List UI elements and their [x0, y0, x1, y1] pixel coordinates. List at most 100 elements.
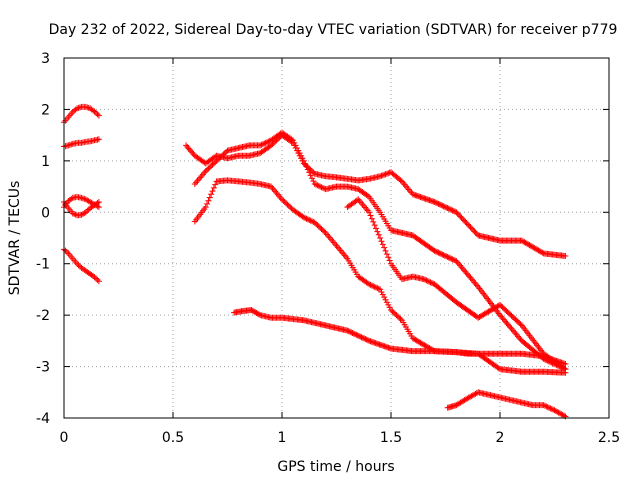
data-point [315, 182, 322, 189]
data-point [289, 137, 296, 144]
data-point [540, 402, 547, 409]
data-point [84, 104, 91, 111]
data-point [357, 333, 364, 340]
data-point [449, 256, 456, 263]
data-point [375, 285, 382, 292]
data-point [82, 209, 89, 216]
data-point [219, 152, 226, 159]
data-point [62, 247, 69, 254]
data-point [371, 222, 378, 229]
data-point [379, 241, 386, 248]
data-point [389, 308, 396, 315]
data-point [373, 225, 380, 232]
data-point [436, 201, 443, 208]
data-point [495, 365, 502, 372]
data-point [95, 204, 102, 211]
data-point [288, 136, 295, 143]
data-point [78, 194, 85, 201]
x-tick-label: 2 [496, 430, 505, 446]
x-tick-label: 2.5 [598, 430, 620, 446]
data-point [298, 152, 305, 159]
data-point [428, 280, 435, 286]
data-point [302, 215, 309, 222]
data-point [302, 160, 309, 167]
data-point [441, 203, 448, 210]
series-left-flat-1.3 [61, 136, 102, 150]
data-point [355, 333, 362, 340]
data-point [444, 205, 451, 212]
data-point [471, 228, 478, 235]
data-point [435, 200, 442, 207]
data-point [463, 220, 470, 227]
data-point [95, 278, 102, 285]
data-point [202, 168, 209, 175]
data-point [381, 244, 388, 251]
data-point [445, 205, 452, 212]
data-point [319, 184, 326, 191]
data-point [84, 207, 91, 214]
data-point [313, 181, 320, 188]
data-point [472, 229, 479, 236]
data-point [291, 139, 298, 146]
y-tick-label: -3 [36, 360, 50, 376]
data-point [75, 104, 82, 111]
data-point [91, 274, 98, 281]
data-point [94, 111, 101, 118]
data-point [464, 221, 471, 228]
data-point [264, 139, 271, 146]
data-point [349, 329, 356, 336]
data-point [284, 201, 291, 208]
data-point [378, 172, 385, 179]
data-point [366, 281, 373, 288]
data-point [210, 184, 217, 191]
data-point [424, 278, 431, 285]
axes: 0 0.5 1 1.5 2 2.5 -4 -3 -2 -1 0 1 2 3 [36, 51, 620, 446]
data-point [65, 142, 72, 149]
data-point [212, 159, 219, 166]
data-point [440, 203, 447, 210]
data-point [94, 200, 101, 207]
data-point [285, 202, 292, 209]
data-point [448, 255, 455, 262]
data-point [308, 175, 315, 182]
data-point [220, 151, 227, 158]
data-point [371, 283, 378, 290]
data-point [217, 154, 224, 160]
data-point [95, 136, 102, 143]
data-point [208, 191, 215, 198]
series-series-d [344, 196, 569, 373]
data-point [443, 253, 450, 260]
data-point [214, 156, 221, 163]
data-point [79, 195, 86, 202]
data-point [364, 337, 371, 344]
data-point [393, 312, 400, 319]
data-point [397, 316, 404, 322]
data-point [293, 145, 300, 151]
data-point [377, 286, 384, 293]
data-point [382, 247, 389, 254]
data-point [438, 202, 445, 209]
data-point [461, 217, 468, 224]
data-point [383, 299, 390, 306]
data-point [364, 192, 371, 199]
data-point [307, 217, 314, 224]
data-point [397, 177, 404, 184]
data-point [304, 216, 311, 223]
data-point [213, 157, 220, 164]
y-tick-label: -2 [36, 308, 50, 324]
series-upper-left-arc [61, 103, 102, 126]
data-point [455, 212, 462, 219]
series-series-a [183, 132, 569, 259]
data-point [317, 224, 324, 231]
data-point [310, 178, 317, 185]
x-tick-label: 1.5 [380, 430, 402, 446]
data-point [379, 291, 386, 298]
data-point [358, 334, 365, 341]
data-point [262, 139, 269, 146]
data-point [265, 138, 272, 145]
data-point [304, 166, 311, 173]
series-left-descending [61, 246, 102, 285]
data-point [71, 211, 78, 217]
series-series-c [191, 177, 569, 367]
